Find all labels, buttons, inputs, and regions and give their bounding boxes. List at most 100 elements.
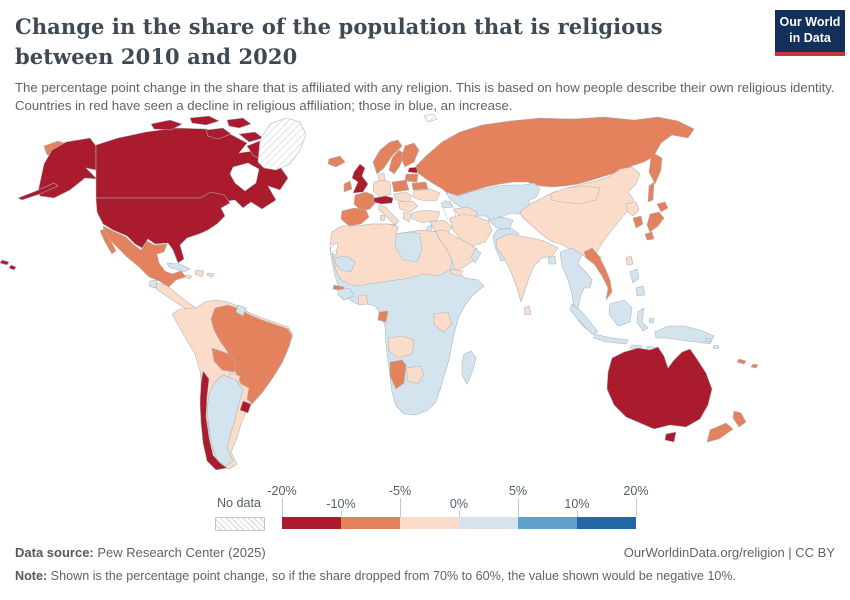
country-mongolia[interactable]: [549, 185, 601, 205]
country-western-sahara[interactable]: [329, 242, 339, 256]
citation-link[interactable]: OurWorldinData.org/religion | CC BY: [623, 545, 835, 560]
country-japan-honshu[interactable]: [646, 211, 665, 233]
country-philippines-luzon[interactable]: [629, 268, 640, 284]
country-jamaica[interactable]: [184, 274, 193, 280]
region-central-america[interactable]: [155, 282, 197, 313]
country-brazil[interactable]: [210, 304, 293, 405]
legend-segment-increase_5_10[interactable]: [518, 517, 577, 529]
country-ireland[interactable]: [343, 180, 353, 193]
region-sahara-sahel[interactable]: [329, 223, 453, 287]
country-argentina[interactable]: [206, 374, 244, 467]
country-united-states-hawaii2[interactable]: [8, 264, 17, 271]
legend-segment-decline_0_5[interactable]: [400, 517, 459, 529]
country-united-states-hawaii[interactable]: [0, 259, 10, 266]
country-eritrea[interactable]: [449, 268, 464, 277]
legend-no-data-swatch[interactable]: [215, 517, 265, 531]
country-tanzania[interactable]: [433, 311, 453, 333]
country-finland[interactable]: [400, 142, 420, 168]
country-libya[interactable]: [394, 231, 423, 263]
country-italy[interactable]: [378, 204, 400, 226]
country-oman[interactable]: [470, 248, 482, 264]
country-mexico-baja[interactable]: [99, 228, 117, 255]
country-new-zealand-north[interactable]: [732, 410, 747, 428]
country-hispaniola[interactable]: [194, 269, 205, 278]
country-chile[interactable]: [199, 370, 228, 471]
legend-segment-decline_5_10[interactable]: [341, 517, 400, 529]
country-canada-arctic4[interactable]: [205, 127, 232, 140]
legend-segment-increase_0_5[interactable]: [459, 517, 518, 529]
country-india[interactable]: [495, 233, 559, 303]
country-iran[interactable]: [449, 213, 493, 247]
region-latvia-lithuania[interactable]: [404, 173, 419, 183]
legend-segment-decline_10_20[interactable]: [282, 517, 341, 529]
country-russia[interactable]: [415, 116, 695, 199]
country-gabon[interactable]: [377, 310, 389, 323]
region-central-europe[interactable]: [393, 191, 413, 203]
country-vietnam[interactable]: [583, 247, 613, 301]
country-indonesia-sumatra[interactable]: [569, 303, 599, 335]
country-belarus[interactable]: [411, 181, 429, 191]
country-mauritania[interactable]: [333, 255, 356, 273]
country-indonesia-java[interactable]: [593, 333, 629, 345]
country-greenland[interactable]: [257, 117, 307, 171]
country-uruguay[interactable]: [239, 400, 252, 414]
country-canada-arctic1[interactable]: [150, 119, 183, 131]
country-sweden[interactable]: [388, 149, 405, 175]
region-switzerland-austria[interactable]: [373, 195, 394, 205]
country-puerto-rico[interactable]: [206, 272, 215, 278]
country-ghana[interactable]: [357, 294, 369, 306]
country-canada-arctic2[interactable]: [189, 115, 220, 126]
country-north-korea[interactable]: [625, 201, 640, 217]
country-greece[interactable]: [402, 211, 412, 223]
country-guinea[interactable]: [337, 287, 355, 301]
country-angola[interactable]: [387, 335, 415, 359]
country-australia[interactable]: [606, 346, 713, 430]
country-italy-sardinia[interactable]: [379, 214, 386, 222]
country-svalbard[interactable]: [423, 113, 438, 123]
country-afghanistan[interactable]: [487, 216, 514, 231]
country-united-states[interactable]: [95, 191, 231, 264]
country-namibia[interactable]: [389, 359, 407, 390]
country-sri-lanka[interactable]: [523, 305, 532, 316]
country-bolivia[interactable]: [211, 347, 237, 373]
country-canada[interactable]: [95, 127, 289, 210]
country-russia-sakhalin[interactable]: [647, 181, 655, 203]
country-japan-kyushu[interactable]: [644, 231, 655, 241]
country-botswana[interactable]: [405, 365, 425, 385]
country-bangladesh[interactable]: [547, 255, 557, 265]
country-indonesia-moluccas[interactable]: [648, 317, 655, 324]
country-japan-hokkaido[interactable]: [656, 201, 669, 213]
country-new-zealand-south[interactable]: [706, 422, 734, 443]
country-norway[interactable]: [372, 139, 403, 175]
country-cuba[interactable]: [166, 262, 191, 273]
country-guyana[interactable]: [235, 304, 247, 317]
country-australia-tasmania[interactable]: [664, 431, 677, 443]
country-guatemala[interactable]: [148, 279, 158, 289]
region-balkans[interactable]: [397, 200, 419, 213]
country-fiji[interactable]: [750, 363, 759, 369]
country-new-guinea[interactable]: [654, 325, 715, 345]
region-iberia[interactable]: [340, 207, 370, 227]
country-philippines-mindanao[interactable]: [635, 285, 646, 297]
country-germany[interactable]: [372, 179, 392, 198]
region-caucasus[interactable]: [440, 200, 454, 209]
country-iceland[interactable]: [327, 155, 346, 168]
country-turkey[interactable]: [410, 209, 441, 224]
country-taiwan[interactable]: [625, 255, 634, 266]
country-canada-arctic3[interactable]: [226, 117, 252, 129]
country-solomon-islands[interactable]: [704, 337, 712, 343]
country-united-kingdom[interactable]: [351, 163, 369, 194]
country-solomon-islands2[interactable]: [712, 344, 720, 350]
country-estonia[interactable]: [407, 166, 419, 174]
country-ukraine[interactable]: [412, 188, 441, 202]
country-south-korea[interactable]: [632, 215, 644, 229]
country-france[interactable]: [353, 191, 377, 212]
legend-segment-increase_10_20[interactable]: [577, 517, 636, 529]
owid-logo[interactable]: Our World in Data: [775, 10, 845, 56]
country-united-states-aleutians[interactable]: [17, 182, 59, 201]
country-madagascar[interactable]: [461, 350, 477, 385]
country-united-states-alaska[interactable]: [37, 137, 98, 199]
country-denmark[interactable]: [377, 172, 386, 182]
country-borneo[interactable]: [608, 299, 633, 327]
country-mexico[interactable]: [102, 225, 187, 288]
